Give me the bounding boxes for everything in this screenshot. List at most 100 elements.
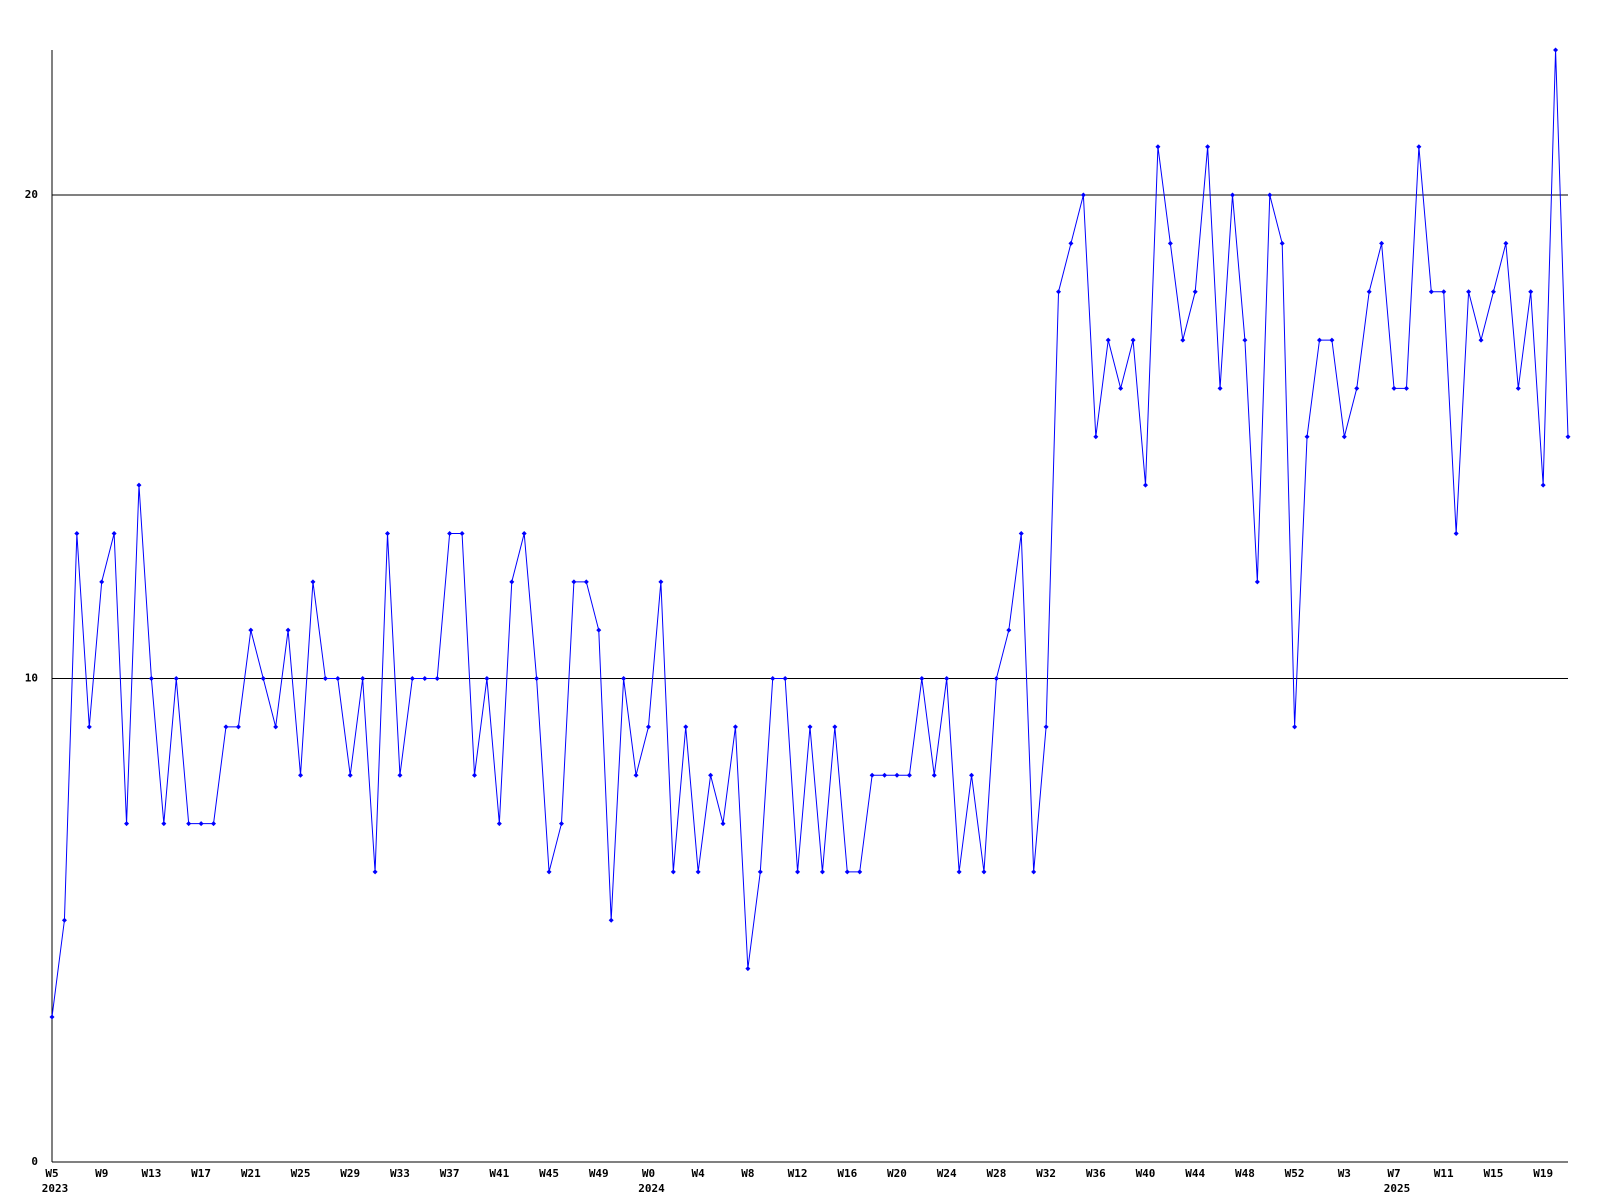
data-point <box>1466 289 1472 295</box>
data-point <box>1018 530 1024 536</box>
data-point <box>944 676 950 682</box>
x-year-label: 2025 <box>1384 1182 1411 1195</box>
data-point <box>1031 869 1037 875</box>
data-point <box>347 772 353 778</box>
data-point <box>49 1014 55 1020</box>
x-tick-label: W19 <box>1533 1167 1553 1180</box>
data-point <box>161 821 167 827</box>
data-point <box>1304 434 1310 440</box>
x-year-label: 2023 <box>42 1182 69 1195</box>
data-point <box>74 530 80 536</box>
x-tick-label: W28 <box>986 1167 1006 1180</box>
data-point <box>906 772 912 778</box>
data-point <box>1354 385 1360 391</box>
x-tick-label: W0 <box>642 1167 655 1180</box>
x-tick-label: W41 <box>489 1167 509 1180</box>
data-point <box>658 579 664 585</box>
data-point <box>521 530 527 536</box>
data-point <box>1167 240 1173 246</box>
data-point <box>1565 434 1571 440</box>
data-point <box>1143 482 1149 488</box>
data-point <box>695 869 701 875</box>
data-point <box>1515 385 1521 391</box>
data-point <box>273 724 279 730</box>
data-point <box>558 821 564 827</box>
data-point <box>1441 289 1447 295</box>
data-point <box>310 579 316 585</box>
data-point <box>372 869 378 875</box>
x-tick-label: W3 <box>1338 1167 1351 1180</box>
data-point <box>546 869 552 875</box>
data-point <box>1080 192 1086 198</box>
x-tick-label: W15 <box>1484 1167 1504 1180</box>
data-point <box>136 482 142 488</box>
data-point <box>571 579 577 585</box>
x-tick-label: W11 <box>1434 1167 1454 1180</box>
data-point <box>1267 192 1273 198</box>
data-point <box>385 530 391 536</box>
data-point <box>99 579 105 585</box>
data-point <box>459 530 465 536</box>
data-point <box>844 869 850 875</box>
data-point <box>1105 337 1111 343</box>
x-tick-label: W12 <box>788 1167 808 1180</box>
data-point <box>956 869 962 875</box>
data-point <box>61 917 67 923</box>
data-point <box>931 772 937 778</box>
data-point <box>795 869 801 875</box>
data-point <box>1068 240 1074 246</box>
data-point <box>1503 240 1509 246</box>
data-point <box>1006 627 1012 633</box>
data-point <box>981 869 987 875</box>
data-point <box>471 772 477 778</box>
data-point <box>496 821 502 827</box>
data-point <box>322 676 328 682</box>
data-point <box>397 772 403 778</box>
data-point <box>1528 289 1534 295</box>
y-tick-label: 20 <box>25 188 38 201</box>
data-point <box>260 676 266 682</box>
data-point <box>173 676 179 682</box>
data-point <box>1242 337 1248 343</box>
data-point <box>645 724 651 730</box>
data-point <box>1453 530 1459 536</box>
data-point <box>1553 47 1559 53</box>
data-point <box>894 772 900 778</box>
data-point <box>1217 385 1223 391</box>
data-point <box>596 627 602 633</box>
x-tick-label: W32 <box>1036 1167 1056 1180</box>
data-point <box>335 676 341 682</box>
data-point <box>1329 337 1335 343</box>
data-point <box>1490 289 1496 295</box>
data-point <box>819 869 825 875</box>
data-point <box>434 676 440 682</box>
x-tick-label: W5 <box>45 1167 58 1180</box>
data-point <box>186 821 192 827</box>
x-tick-label: W29 <box>340 1167 360 1180</box>
data-point <box>1379 240 1385 246</box>
data-point <box>807 724 813 730</box>
x-tick-label: W48 <box>1235 1167 1255 1180</box>
x-tick-label: W4 <box>692 1167 706 1180</box>
data-point <box>235 724 241 730</box>
data-point <box>621 676 627 682</box>
x-tick-label: W37 <box>440 1167 460 1180</box>
data-point <box>124 821 130 827</box>
data-point <box>757 869 763 875</box>
data-point <box>583 579 589 585</box>
x-tick-label: W9 <box>95 1167 108 1180</box>
data-point <box>869 772 875 778</box>
x-tick-label: W49 <box>589 1167 609 1180</box>
data-point <box>447 530 453 536</box>
data-point <box>1428 289 1434 295</box>
data-point <box>1130 337 1136 343</box>
data-point <box>882 772 888 778</box>
data-point <box>285 627 291 633</box>
data-point <box>1416 144 1422 150</box>
data-point <box>919 676 925 682</box>
data-point <box>298 772 304 778</box>
data-point <box>969 772 975 778</box>
data-point <box>211 821 217 827</box>
